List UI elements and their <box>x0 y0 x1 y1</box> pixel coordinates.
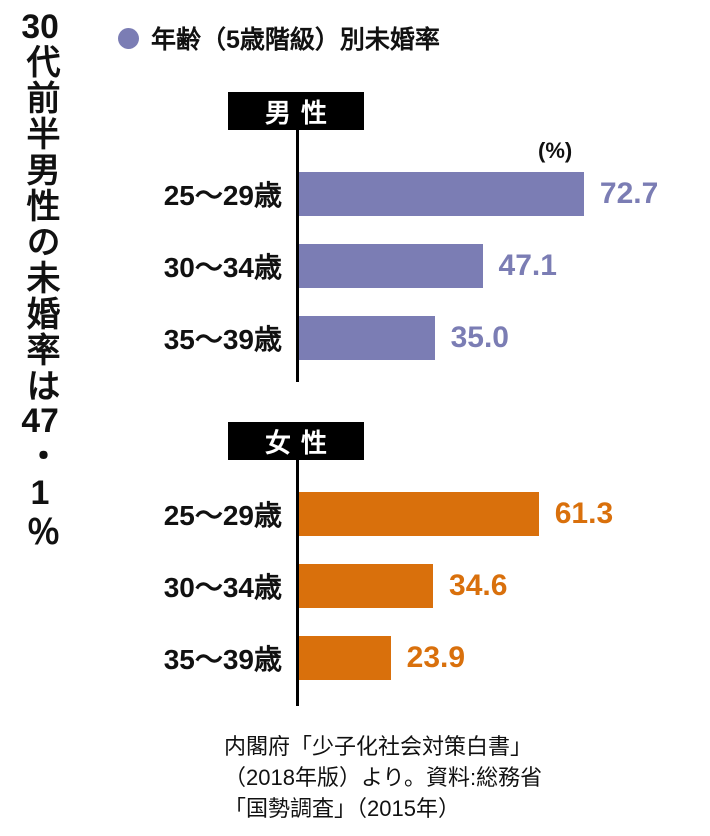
chart-group-male: 男性 (%) 25〜29歳 72.7 30〜34歳 47.1 35〜39歳 35.0 <box>118 92 710 382</box>
bar <box>296 564 434 608</box>
value-label: 34.6 <box>449 569 508 602</box>
group-body: 25〜29歳 61.3 30〜34歳 34.6 35〜39歳 23.9 <box>118 460 710 706</box>
side-title: 30代前半男性の未婚率は47・1％ <box>21 10 59 550</box>
category-label: 30〜34歳 <box>163 252 282 283</box>
group-body: (%) 25〜29歳 72.7 30〜34歳 47.1 35〜39歳 35.0 <box>118 130 710 382</box>
bar <box>296 636 391 680</box>
source-line: 内閣府「少子化社会対策白書」 <box>224 734 533 759</box>
value-label: 72.7 <box>599 177 659 210</box>
source-text: 内閣府「少子化社会対策白書」 （2018年版）より。資料:総務省 「国勢調査」（20… <box>224 732 710 824</box>
value-label: 35.0 <box>450 321 509 354</box>
bar-area: 61.3 <box>296 492 710 536</box>
category-label: 25〜29歳 <box>163 500 282 531</box>
source-line: 「国勢調査」（2015年） <box>224 795 460 821</box>
main-content: 年齢（5歳階級）別未婚率 男性 (%) 25〜29歳 72.7 30〜34歳 47.1 35… <box>118 20 710 824</box>
value-label: 23.9 <box>406 641 466 674</box>
category-label: 35〜39歳 <box>163 324 282 355</box>
legend-label: 年齢（5歳階級）別未婚率 <box>151 26 440 54</box>
bar-row: 30〜34歳 47.1 <box>118 244 710 288</box>
bar-row: 30〜34歳 34.6 <box>118 564 710 608</box>
source-line: （2018年版）より。資料:総務省 <box>224 764 543 790</box>
bar-area: 72.7 <box>296 172 710 216</box>
bar-row: 35〜39歳 23.9 <box>118 636 710 680</box>
legend-dot-icon <box>118 27 139 49</box>
bar-row: 25〜29歳 72.7 <box>118 172 710 216</box>
group-title-male: 男性 <box>228 92 364 130</box>
bar-row: 35〜39歳 35.0 <box>118 316 710 360</box>
bar <box>296 244 483 288</box>
bar <box>296 492 539 536</box>
bar-row: 25〜29歳 61.3 <box>118 492 710 536</box>
value-label: 47.1 <box>498 249 557 282</box>
chart-group-female: 女性 25〜29歳 61.3 30〜34歳 34.6 35〜39歳 23.9 <box>118 422 710 706</box>
bar-area: 23.9 <box>296 636 710 680</box>
bar-area: 35.0 <box>296 316 710 360</box>
bar <box>296 316 435 360</box>
group-title-female: 女性 <box>228 422 364 460</box>
bar-area: 47.1 <box>296 244 710 288</box>
unit-label: (%) <box>538 138 573 163</box>
value-label: 61.3 <box>554 497 614 530</box>
chart-groups: 男性 (%) 25〜29歳 72.7 30〜34歳 47.1 35〜39歳 35.0 女性 25〜… <box>118 92 710 706</box>
bar-area: 34.6 <box>296 564 710 608</box>
category-label: 35〜39歳 <box>163 644 282 675</box>
category-label: 30〜34歳 <box>163 572 282 603</box>
chart-legend: 年齢（5歳階級）別未婚率 <box>118 20 710 56</box>
category-label: 25〜29歳 <box>163 180 282 211</box>
bar <box>296 172 584 216</box>
